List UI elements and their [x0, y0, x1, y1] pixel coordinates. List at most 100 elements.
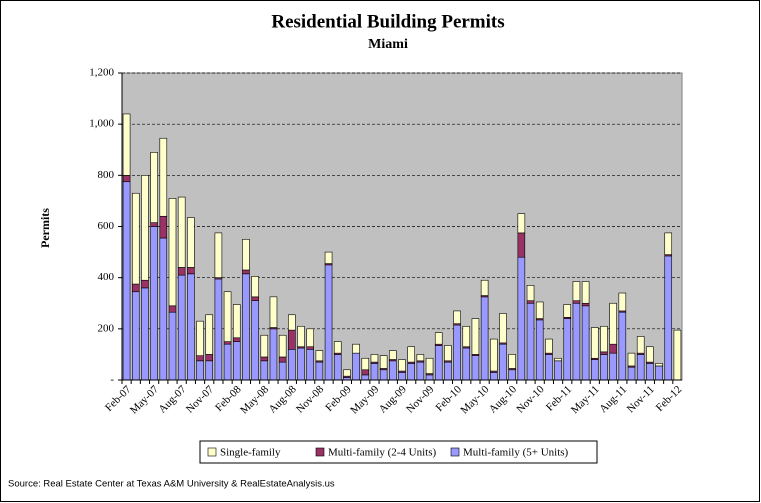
bar-segment: [223, 343, 232, 381]
bar-segment: [490, 372, 498, 381]
bar-segment: [590, 359, 599, 381]
bar-segment: [122, 113, 131, 176]
bar-segment: [545, 338, 553, 354]
bar-segment: [646, 363, 654, 381]
bar-segment: [141, 279, 149, 289]
bar-segment: [205, 354, 214, 362]
bar-segment: [324, 251, 333, 264]
bar-segment: [306, 346, 314, 350]
bar-segment: [131, 291, 140, 381]
bar-segment: [434, 345, 443, 381]
bar-segment: [407, 363, 415, 381]
bar-segment: [627, 352, 636, 367]
bar-segment: [526, 285, 535, 301]
bar-segment: [205, 360, 214, 381]
bar-segment: [141, 287, 149, 381]
bar-segment: [508, 369, 516, 381]
bar-segment: [242, 238, 250, 271]
legend-label: Multi-family (5+ Units): [463, 447, 569, 459]
bar-segment: [196, 320, 204, 356]
bar-segment: [159, 137, 168, 217]
bar-segment: [535, 301, 544, 319]
bar-segment: [159, 215, 168, 239]
bar-segment: [618, 311, 627, 381]
bar-segment: [333, 341, 342, 354]
bar-segment: [324, 264, 333, 381]
bar-segment: [168, 305, 177, 313]
bar-segment: [609, 302, 617, 345]
bar-segment: [177, 274, 186, 381]
bar-segment: [471, 318, 480, 355]
legend-swatch: [450, 447, 460, 457]
bar-segment: [480, 279, 489, 296]
bar-segment: [627, 366, 636, 381]
bar-segment: [655, 363, 663, 367]
bar-segment: [517, 256, 526, 381]
bar-segment: [150, 226, 158, 381]
bar-segment: [315, 361, 324, 381]
bar-segment: [453, 324, 461, 381]
bar-segment: [159, 237, 168, 381]
bar-segment: [269, 296, 278, 328]
bar-segment: [131, 192, 140, 285]
bar-segment: [288, 314, 296, 331]
bar-segment: [141, 175, 149, 281]
bar-segment: [508, 354, 516, 369]
bar-segment: [636, 336, 645, 354]
bar-segment: [425, 357, 434, 374]
bar-segment: [122, 181, 131, 381]
bar-segment: [636, 354, 645, 381]
bar-segment: [251, 276, 259, 298]
bar-segment: [370, 354, 379, 363]
bar-segment: [352, 352, 360, 381]
bar-segment: [196, 360, 204, 381]
bar-segment: [517, 232, 526, 258]
bar-segment: [131, 283, 140, 293]
bar-segment: [361, 374, 370, 381]
bar-segment: [187, 267, 195, 275]
bar-segment: [554, 360, 562, 381]
bar-segment: [389, 360, 397, 381]
bar-segment: [462, 325, 471, 348]
bar-segment: [664, 255, 673, 381]
bar-segment: [333, 354, 342, 381]
bar-segment: [526, 302, 535, 381]
bar-segment: [269, 328, 278, 381]
bar-segment: [646, 346, 654, 363]
bar-segment: [214, 278, 223, 381]
bar-segment: [425, 374, 434, 381]
bar-segment: [242, 269, 250, 275]
bar-segment: [444, 361, 452, 381]
bar-segment: [306, 348, 314, 381]
bar-segment: [590, 327, 599, 359]
bar-segment: [526, 300, 535, 304]
bar-segment: [196, 355, 204, 362]
chart-title: Residential Building Permits: [271, 11, 504, 32]
y-tick-label: 1,000: [89, 118, 114, 130]
bar-segment: [223, 341, 232, 345]
source-note: Source: Real Estate Center at Texas A&M …: [8, 479, 335, 490]
bar-segment: [232, 341, 241, 381]
bar-segment: [398, 372, 406, 381]
bar-segment: [600, 325, 608, 353]
chart-subtitle: Miami: [368, 37, 408, 52]
bar-segment: [361, 357, 370, 371]
bar-segment: [517, 213, 526, 234]
bar-segment: [545, 354, 553, 381]
bar-segment: [370, 363, 379, 381]
bar-segment: [251, 300, 259, 381]
bar-segment: [242, 273, 250, 381]
bar-segment: [288, 348, 296, 381]
bar-segment: [600, 351, 608, 355]
bar-segment: [251, 296, 259, 301]
bar-segment: [600, 354, 608, 381]
bar-segment: [278, 334, 287, 358]
bar-segment: [205, 314, 214, 355]
y-axis-label: Permits: [38, 208, 52, 248]
bar-segment: [352, 343, 360, 354]
bar-segment: [223, 291, 232, 342]
legend-box: [199, 440, 598, 464]
bar-segment: [618, 292, 627, 312]
bar-segment: [306, 328, 314, 348]
bar-segment: [260, 360, 269, 381]
